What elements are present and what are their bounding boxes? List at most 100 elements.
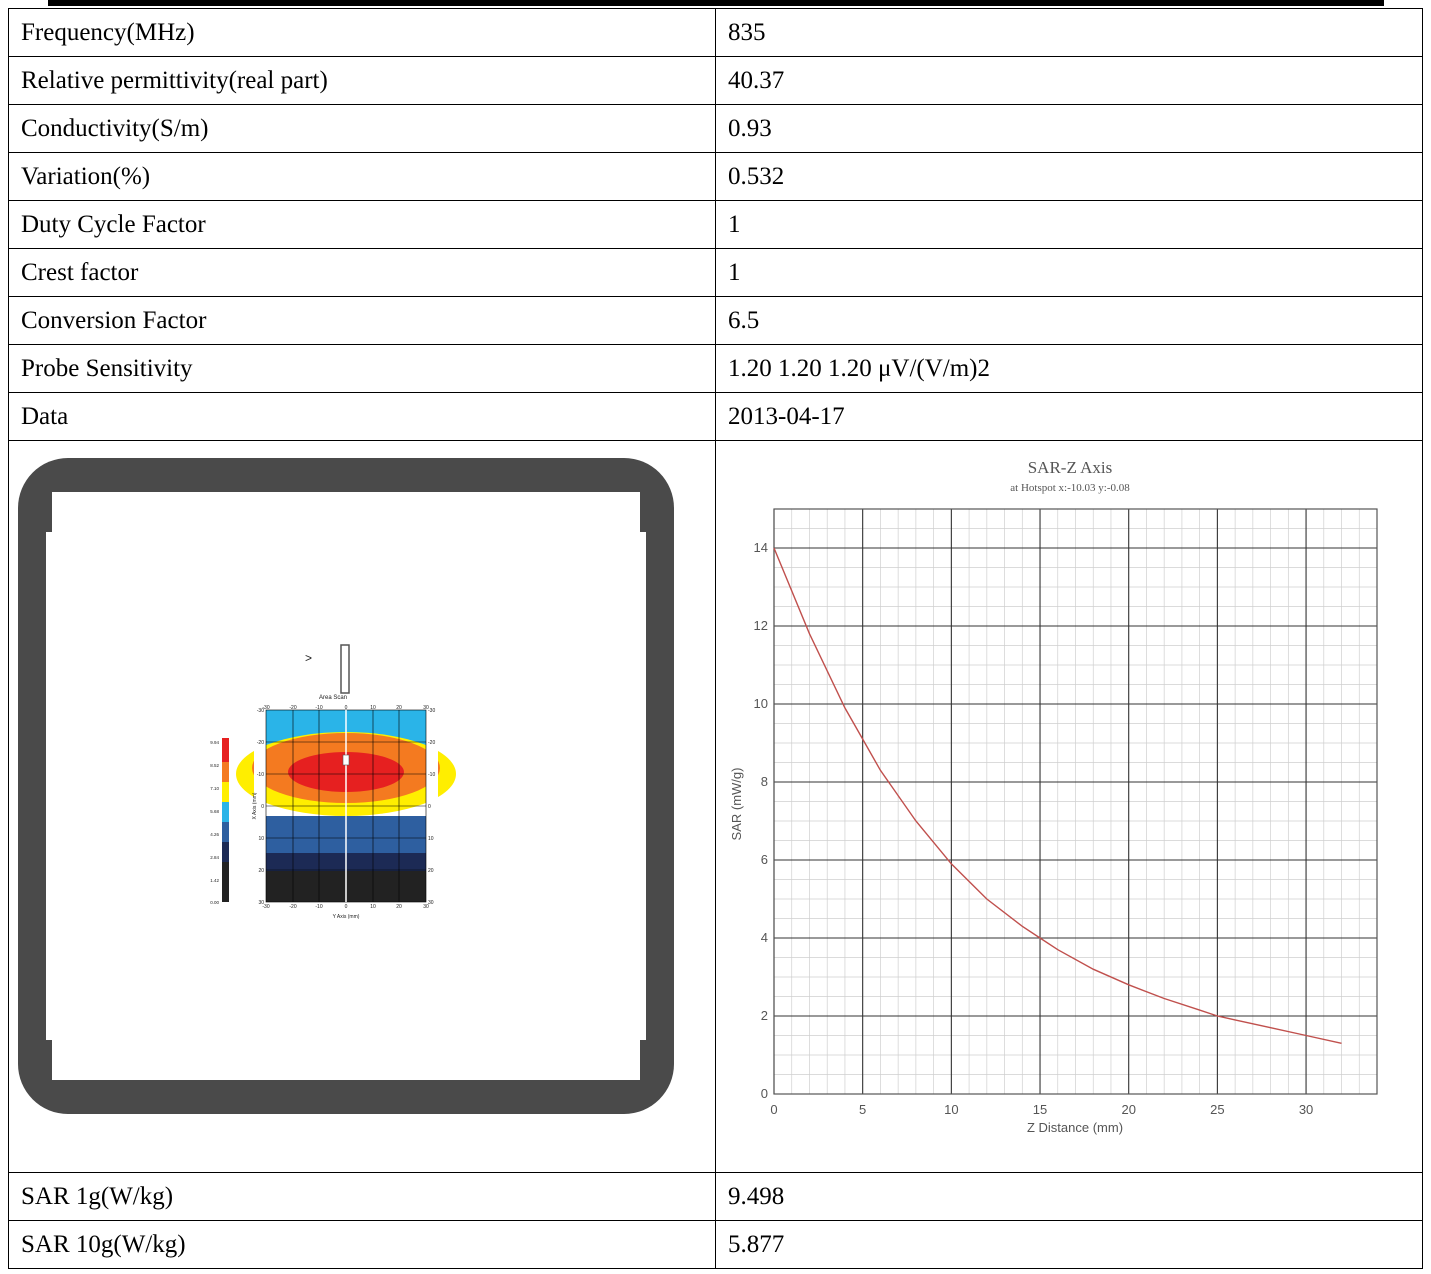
table-row: Probe Sensitivity 1.20 1.20 1.20 μV/(V/m)… xyxy=(8,344,1423,393)
sar-z-chart-cell: SAR-Z Axis at Hotspot x:-10.03 y:-0.08 0… xyxy=(715,440,1423,1173)
legend-value: 9.94 xyxy=(210,740,219,745)
tick-label: -10 xyxy=(315,904,322,910)
figure-row: > Area Scan xyxy=(8,440,1423,1173)
param-label: Crest factor xyxy=(8,248,716,297)
table-row: Relative permittivity(real part) 40.37 xyxy=(8,56,1423,105)
table-row: Data 2013-04-17 xyxy=(8,392,1423,441)
tick-label: -20 xyxy=(428,740,435,746)
tick-label: 20 xyxy=(428,868,434,874)
x-tick-label: 5 xyxy=(859,1102,866,1117)
legend-value: 7.10 xyxy=(210,786,219,791)
param-value: 1 xyxy=(715,248,1423,297)
x-tick-label: 15 xyxy=(1033,1102,1047,1117)
tick-label: 10 xyxy=(370,904,376,910)
table-row: Conductivity(S/m) 0.93 xyxy=(8,104,1423,153)
y-tick-label: 10 xyxy=(754,696,768,711)
tick-label: 10 xyxy=(258,836,264,842)
tick-label: -20 xyxy=(289,904,296,910)
param-value: 2013-04-17 xyxy=(715,392,1423,441)
y-tick-label: 2 xyxy=(761,1008,768,1023)
tick-label: -20 xyxy=(257,740,264,746)
tick-label: 20 xyxy=(396,705,402,711)
table-row: SAR 1g(W/kg) 9.498 xyxy=(8,1172,1423,1221)
tick-label: 0 xyxy=(261,804,264,810)
tick-label: -30 xyxy=(262,904,269,910)
sar-parameters-table: Frequency(MHz) 835 Relative permittivity(… xyxy=(8,8,1423,1269)
y-tick-label: 8 xyxy=(761,774,768,789)
legend-value: 0.00 xyxy=(210,900,219,905)
color-legend xyxy=(222,738,229,902)
tick-label: 0 xyxy=(345,904,348,910)
param-value: 1 xyxy=(715,200,1423,249)
area-x-axis-label: Y Axis (mm) xyxy=(333,914,360,920)
legend-value: 2.84 xyxy=(210,855,219,860)
tick-label: -10 xyxy=(428,772,435,778)
x-tick-label: 10 xyxy=(944,1102,958,1117)
tick-label: 30 xyxy=(423,904,429,910)
param-label: Relative permittivity(real part) xyxy=(8,56,716,105)
sar-z-axis-chart: SAR-Z Axis at Hotspot x:-10.03 y:-0.08 0… xyxy=(729,459,1378,1135)
tick-label: -30 xyxy=(257,708,264,714)
legend-value: 4.26 xyxy=(210,832,219,837)
result-value: 5.877 xyxy=(715,1220,1423,1269)
area-scan-cell: > Area Scan xyxy=(8,440,716,1173)
param-label: Probe Sensitivity xyxy=(8,344,716,393)
param-label: Conversion Factor xyxy=(8,296,716,345)
plot-frame xyxy=(773,508,1378,1095)
header-rule xyxy=(48,0,1384,6)
y-tick-label: 4 xyxy=(761,930,768,945)
table-row: Conversion Factor 6.5 xyxy=(8,296,1423,345)
tick-label: 30 xyxy=(423,705,429,711)
tick-label: -30 xyxy=(428,708,435,714)
y-axis-label: SAR (mW/g) xyxy=(729,768,744,841)
tick-label: 20 xyxy=(396,904,402,910)
param-label: Frequency(MHz) xyxy=(8,8,716,57)
tick-label: 0 xyxy=(428,804,431,810)
legend-value: 5.68 xyxy=(210,809,219,814)
x-tick-label: 20 xyxy=(1121,1102,1135,1117)
param-label: Data xyxy=(8,392,716,441)
tick-label: 10 xyxy=(428,836,434,842)
tick-label: -20 xyxy=(289,705,296,711)
tick-label: 0 xyxy=(345,705,348,711)
x-tick-label: 25 xyxy=(1210,1102,1224,1117)
area-y-axis-label: X Axis (mm) xyxy=(252,792,258,819)
probe-icon xyxy=(340,644,350,694)
legend-value: 8.52 xyxy=(210,763,219,768)
chart-subtitle: at Hotspot x:-10.03 y:-0.08 xyxy=(1010,482,1130,494)
param-value: 6.5 xyxy=(715,296,1423,345)
area-scan-figure: > Area Scan xyxy=(18,458,674,1114)
tick-label: -30 xyxy=(262,705,269,711)
param-label: Conductivity(S/m) xyxy=(8,104,716,153)
tick-label: -10 xyxy=(257,772,264,778)
table-row: Variation(%) 0.532 xyxy=(8,152,1423,201)
param-value: 0.93 xyxy=(715,104,1423,153)
param-value: 1.20 1.20 1.20 μV/(V/m)2 xyxy=(715,344,1423,393)
param-value: 835 xyxy=(715,8,1423,57)
table-row: SAR 10g(W/kg) 5.877 xyxy=(8,1220,1423,1269)
y-tick-label: 14 xyxy=(754,540,768,555)
y-tick-label: 12 xyxy=(754,618,768,633)
tick-label: -10 xyxy=(315,705,322,711)
table-row: Crest factor 1 xyxy=(8,248,1423,297)
y-tick-label: 0 xyxy=(761,1086,768,1101)
chart-title: SAR-Z Axis xyxy=(1028,459,1113,477)
cursor-mark: > xyxy=(305,651,312,665)
param-label: Duty Cycle Factor xyxy=(8,200,716,249)
sar-heatmap xyxy=(236,709,456,903)
table-row: Frequency(MHz) 835 xyxy=(8,8,1423,57)
param-value: 0.532 xyxy=(715,152,1423,201)
x-tick-label: 30 xyxy=(1299,1102,1313,1117)
tick-label: 10 xyxy=(370,705,376,711)
param-value: 40.37 xyxy=(715,56,1423,105)
param-label: Variation(%) xyxy=(8,152,716,201)
tick-label: 30 xyxy=(258,900,264,906)
legend-value: 1.42 xyxy=(210,878,219,883)
table-row: Duty Cycle Factor 1 xyxy=(8,200,1423,249)
result-label: SAR 1g(W/kg) xyxy=(8,1172,716,1221)
result-label: SAR 10g(W/kg) xyxy=(8,1220,716,1269)
sar-curve xyxy=(773,547,1342,1044)
x-axis-label: Z Distance (mm) xyxy=(1027,1120,1123,1135)
y-tick-label: 6 xyxy=(761,852,768,867)
area-scan-label: Area Scan xyxy=(319,695,347,701)
